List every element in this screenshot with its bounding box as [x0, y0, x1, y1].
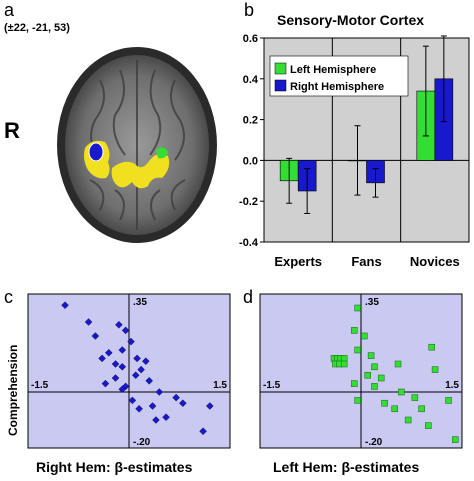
data-point — [354, 346, 361, 354]
data-point — [91, 332, 100, 340]
data-point — [145, 377, 153, 385]
mni-coordinates: (±22, -21, 53) — [4, 22, 70, 34]
data-point — [133, 354, 141, 363]
data-point — [340, 360, 348, 368]
activation-right-blue — [88, 142, 104, 162]
data-point — [391, 405, 398, 413]
y-tick-label: 0.0 — [243, 155, 258, 167]
data-point — [431, 366, 439, 373]
panel-b-letter: b — [244, 0, 255, 20]
data-point — [364, 371, 371, 379]
activation-left-cluster — [111, 153, 170, 189]
data-point — [131, 371, 140, 379]
data-point — [84, 318, 93, 326]
data-point — [398, 388, 405, 396]
data-point — [425, 422, 432, 429]
data-point — [445, 397, 452, 404]
bar-chart: 0.6 0.4 0.2 0.0 -0.2 -0.4 Experts Fans Novices Le… — [239, 33, 470, 269]
panel-d-letter: d — [243, 287, 254, 307]
data-point — [394, 360, 402, 368]
legend-swatch — [274, 79, 287, 92]
bar-chart-title: Sensory-Motor Cortex — [277, 12, 425, 28]
data-point — [152, 416, 160, 424]
data-point — [61, 301, 69, 309]
right-hemisphere-marker: R — [4, 118, 20, 143]
data-point — [381, 399, 388, 407]
data-point — [155, 388, 164, 396]
data-point — [118, 385, 127, 393]
y-tick-label: 0.4 — [243, 74, 259, 86]
data-point — [105, 349, 113, 357]
data-point — [179, 399, 187, 407]
x-min-label: -1.5 — [31, 380, 49, 391]
data-point — [111, 374, 120, 382]
data-point — [404, 416, 412, 424]
y-tick-label: 0.2 — [243, 115, 258, 127]
scatter-left-hemisphere: .35 -.20 -1.5 1.5 — [259, 293, 463, 449]
data-point — [351, 380, 358, 387]
data-point — [121, 326, 130, 335]
category-label: Fans — [351, 254, 381, 269]
category-label: Experts — [274, 254, 322, 269]
data-point — [418, 405, 425, 413]
data-point — [111, 360, 120, 368]
x-max-label: 1.5 — [213, 380, 227, 391]
scatter-right-hemisphere: .35 -.20 -1.5 1.5 — [27, 293, 231, 449]
scatter-right-ylabel: Comprehension — [6, 344, 20, 436]
data-point — [361, 332, 368, 340]
data-point — [118, 363, 127, 371]
data-point — [137, 365, 145, 374]
data-point — [118, 346, 127, 354]
y-min-label: -.20 — [133, 437, 151, 448]
data-point — [199, 427, 207, 435]
panel-a-letter: a — [4, 0, 15, 20]
data-point — [354, 397, 361, 404]
data-point — [148, 402, 157, 410]
data-point — [340, 355, 348, 362]
data-point — [206, 402, 214, 410]
data-point — [367, 352, 375, 359]
data-point — [115, 321, 123, 329]
legend-label: Left Hemisphere — [290, 64, 376, 76]
y-max-label: .35 — [133, 297, 147, 308]
data-point — [371, 363, 378, 371]
data-point — [371, 383, 378, 390]
activation-left-green — [156, 147, 168, 159]
panel-c-letter: c — [4, 287, 13, 307]
data-point — [98, 354, 106, 363]
y-min-label: -.20 — [365, 437, 383, 448]
data-point — [172, 393, 180, 402]
y-tick-label: -0.2 — [239, 196, 258, 208]
legend-label: Right Hemisphere — [290, 81, 384, 93]
data-point — [452, 436, 459, 443]
x-min-label: -1.5 — [263, 380, 281, 391]
y-tick-label: 0.6 — [243, 33, 258, 45]
data-point — [101, 379, 110, 388]
data-point — [127, 337, 135, 346]
data-point — [162, 413, 170, 421]
data-point — [411, 394, 419, 401]
x-max-label: 1.5 — [445, 380, 459, 391]
legend-box — [269, 55, 409, 97]
legend-swatch — [274, 62, 287, 75]
data-point — [428, 343, 435, 351]
data-point — [351, 327, 358, 334]
data-point — [135, 405, 143, 413]
data-point — [128, 396, 137, 405]
data-point — [354, 304, 361, 312]
bar-legend: Left Hemisphere Right Hemisphere — [269, 55, 409, 97]
category-label: Novices — [410, 254, 460, 269]
y-tick-label: -0.4 — [239, 237, 259, 249]
data-point — [142, 357, 150, 365]
scatter-left-xlabel: Left Hem: β-estimates — [273, 459, 420, 475]
scatter-right-xlabel: Right Hem: β-estimates — [36, 459, 193, 475]
data-point — [377, 374, 385, 382]
brain-axial-slice — [57, 47, 217, 243]
y-max-label: .35 — [365, 297, 379, 308]
